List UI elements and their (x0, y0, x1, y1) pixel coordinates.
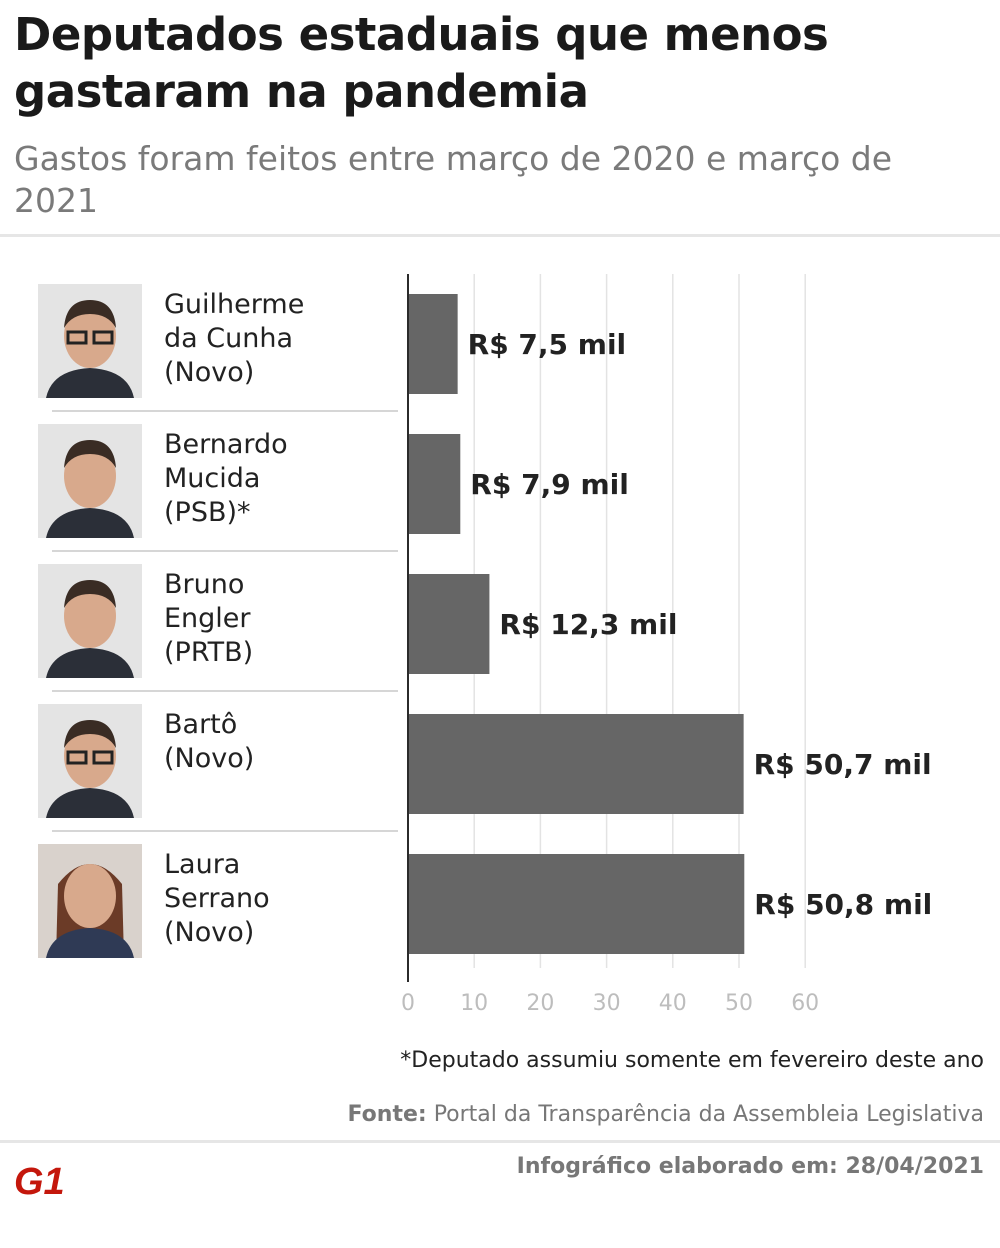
source-line: Fonte: Portal da Transparência da Assemb… (348, 1102, 984, 1127)
woman-photo (38, 844, 142, 958)
bar-value-label: R$ 12,3 mil (499, 608, 677, 641)
man-suit-photo (38, 564, 142, 678)
footnote: *Deputado assumiu somente em fevereiro d… (400, 1048, 984, 1073)
x-tick-label: 50 (725, 991, 753, 1016)
row-separator (52, 410, 398, 412)
g1-logo: G1 (14, 1161, 65, 1200)
man-glasses-beard-photo (38, 704, 142, 818)
credit-line: Infográfico elaborado em: 28/04/2021 (516, 1154, 984, 1179)
bar-value-label: R$ 7,5 mil (468, 328, 627, 361)
deputy-name: Laura Serrano (Novo) (164, 849, 270, 948)
deputy-name: Bernardo Mucida (PSB)* (164, 429, 288, 528)
bar (408, 854, 745, 954)
x-tick-label: 10 (460, 991, 488, 1016)
deputy-name: Guilherme da Cunha (Novo) (164, 289, 305, 388)
x-tick-label: 20 (526, 991, 554, 1016)
man-glasses-photo (38, 284, 142, 398)
man-photo (38, 424, 142, 538)
bar-value-label: R$ 7,9 mil (470, 468, 629, 501)
row-separator (52, 690, 398, 692)
bar (408, 574, 490, 674)
chart-title: Deputados estaduais que menos gastaram n… (14, 8, 829, 118)
row-separator (52, 830, 398, 832)
bar-chart: 0 10 20 30 40 50 60 R$ 7,5 mil R$ 7,9 mil R$ 12,3… (401, 274, 932, 1016)
source-text: Portal da Transparência da Assembleia Le… (426, 1102, 984, 1127)
source-label: Fonte: (347, 1102, 427, 1127)
bar-value-label: R$ 50,8 mil (754, 888, 932, 921)
bar-value-label: R$ 50,7 mil (754, 748, 932, 781)
row-separator (52, 550, 398, 552)
header-divider (0, 234, 1000, 237)
x-tick-label: 60 (791, 991, 819, 1016)
bar (408, 714, 744, 814)
footer-divider (0, 1140, 1000, 1143)
x-tick-label: 30 (593, 991, 621, 1016)
deputy-name: Bartô (Novo) (164, 709, 255, 774)
x-tick-label: 0 (401, 991, 415, 1016)
bar (408, 434, 461, 534)
bar (408, 294, 458, 394)
chart-subtitle: Gastos foram feitos entre março de 2020 … (14, 139, 893, 220)
deputy-name: Bruno Engler (PRTB) (164, 569, 254, 668)
g1-logo-text: G1 (14, 1161, 65, 1200)
x-tick-label: 40 (659, 991, 687, 1016)
